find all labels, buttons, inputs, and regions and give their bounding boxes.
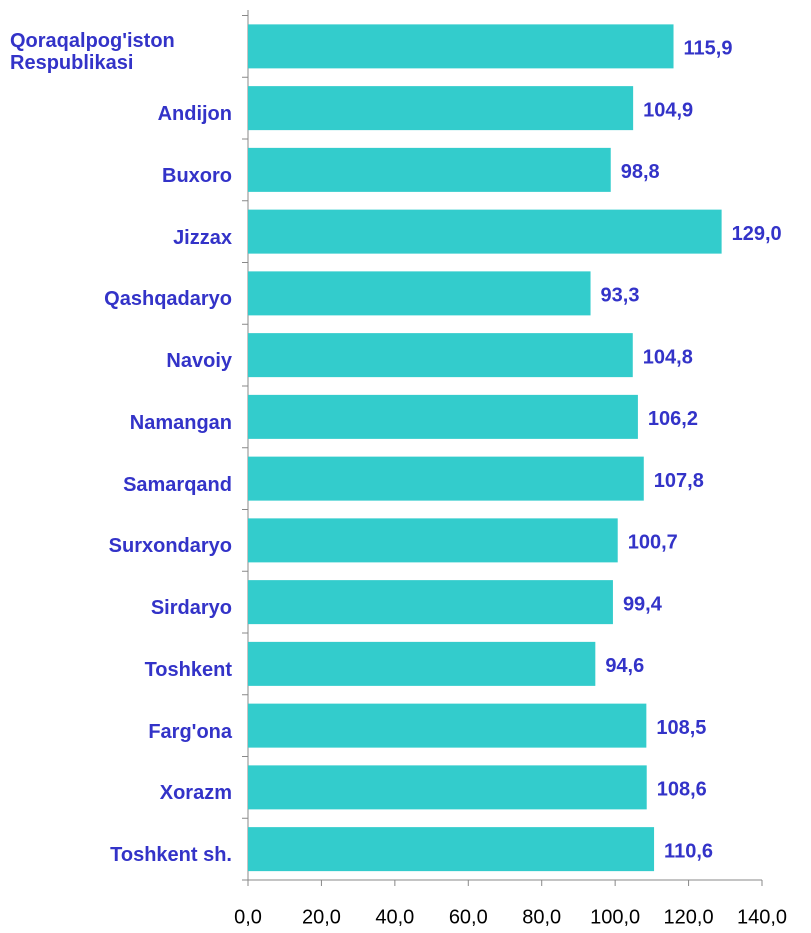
y-tick-label: Samarqand (123, 473, 232, 496)
x-tick-label: 60,0 (449, 906, 488, 928)
value-label: 129,0 (732, 223, 782, 245)
bar (248, 86, 634, 131)
y-tick-label: Qoraqalpog'iston Respublikasi (10, 30, 175, 75)
bar (248, 209, 722, 254)
bar (248, 333, 633, 378)
y-tick-label: Farg'ona (148, 720, 232, 743)
y-tick-label: Sirdaryo (150, 597, 232, 620)
value-label: 108,6 (657, 779, 707, 801)
value-label: 94,6 (605, 655, 644, 677)
value-label: 104,9 (643, 99, 693, 121)
value-label: 99,4 (623, 593, 663, 615)
bar (248, 394, 638, 439)
bar (248, 147, 611, 192)
value-label: 93,3 (601, 285, 640, 307)
y-tick-label: Buxoro (162, 164, 232, 187)
value-label: 115,9 (684, 38, 733, 60)
y-tick-label: Jizzax (173, 226, 232, 249)
value-label: 107,8 (654, 470, 704, 492)
y-tick-label: Qashqadaryo (104, 288, 232, 311)
y-tick-label: Toshkent (144, 658, 232, 681)
x-tick-label: 80,0 (522, 906, 561, 928)
bar (248, 24, 674, 69)
value-label: 108,5 (656, 717, 706, 739)
y-tick-label: Andijon (157, 103, 232, 126)
y-tick-label: Navoiy (166, 350, 232, 373)
x-tick-label: 140,0 (737, 906, 787, 928)
x-tick-label: 120,0 (664, 906, 714, 928)
bar (248, 518, 618, 563)
x-tick-label: 0,0 (234, 906, 262, 928)
bar (248, 456, 644, 501)
x-tick-label: 100,0 (590, 906, 640, 928)
y-tick-label: Xorazm (159, 782, 232, 805)
y-tick-label: Surxondaryo (108, 535, 232, 558)
x-tick-label: 40,0 (375, 906, 414, 928)
bar (248, 703, 647, 748)
bar (248, 271, 591, 316)
value-label: 104,8 (643, 346, 693, 368)
value-label: 110,6 (664, 840, 713, 862)
y-tick-label: Namangan (129, 411, 232, 434)
value-label: 106,2 (648, 408, 698, 430)
y-tick-label: Toshkent sh. (110, 844, 232, 867)
value-label: 100,7 (628, 532, 678, 554)
bar (248, 827, 655, 872)
bar (248, 580, 613, 625)
bar (248, 641, 596, 686)
bar (248, 765, 647, 810)
x-tick-label: 20,0 (302, 906, 341, 928)
value-label: 98,8 (621, 161, 660, 183)
